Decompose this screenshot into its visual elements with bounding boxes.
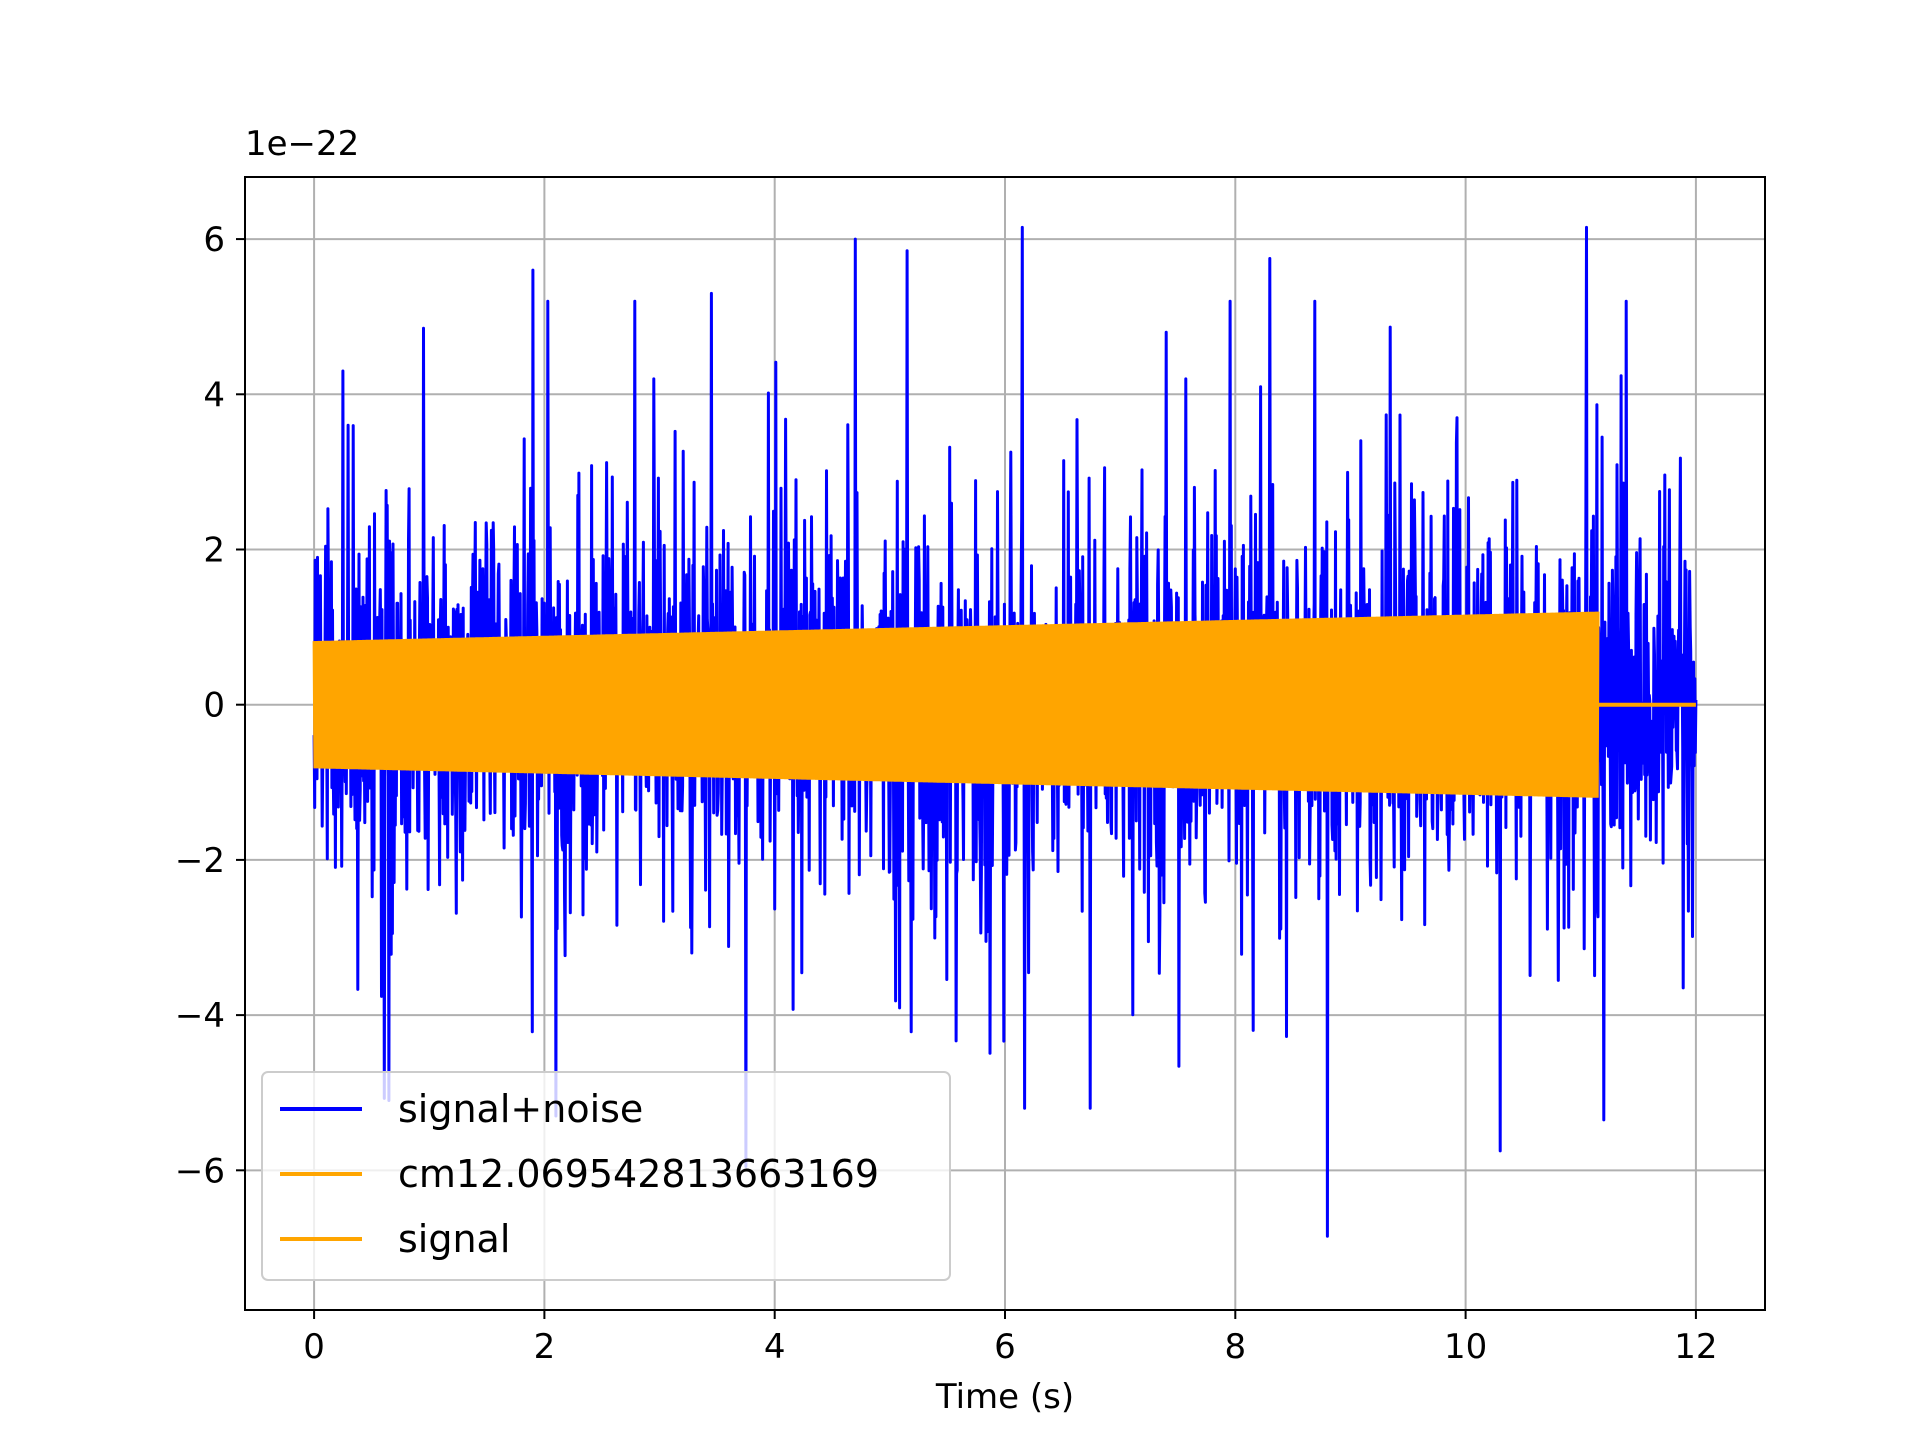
y-tick-label: −4 (175, 996, 225, 1036)
x-tick-label: 2 (534, 1327, 556, 1367)
x-tick-label: 6 (994, 1327, 1016, 1367)
legend-box (261, 1071, 951, 1281)
series-template (312, 611, 1600, 798)
plot-series (312, 225, 1698, 1238)
y-tick-label: 0 (203, 686, 225, 726)
x-tick-label: 8 (1224, 1327, 1246, 1367)
x-tick-label: 0 (303, 1327, 325, 1367)
x-axis-label: Time (s) (935, 1377, 1074, 1417)
legend-label: signal (398, 1217, 510, 1261)
y-tick-label: −6 (175, 1151, 225, 1191)
x-tick-label: 10 (1444, 1327, 1487, 1367)
y-tick-label: 4 (203, 375, 225, 415)
x-tick-label: 4 (764, 1327, 786, 1367)
y-tick-label: 6 (203, 220, 225, 260)
y-tick-label: −2 (175, 841, 225, 881)
legend: signal+noise cm12.069542813663169 signal (261, 1071, 951, 1281)
legend-label: signal+noise (398, 1087, 643, 1131)
axis-ticks: 0 2 4 6 8 10 12 −6 −4 −2 0 2 4 6 (175, 220, 1718, 1367)
legend-label: cm12.069542813663169 (398, 1152, 879, 1196)
y-tick-label: 2 (203, 530, 225, 570)
x-tick-label: 12 (1674, 1327, 1717, 1367)
y-offset-label: 1e−22 (245, 124, 359, 164)
